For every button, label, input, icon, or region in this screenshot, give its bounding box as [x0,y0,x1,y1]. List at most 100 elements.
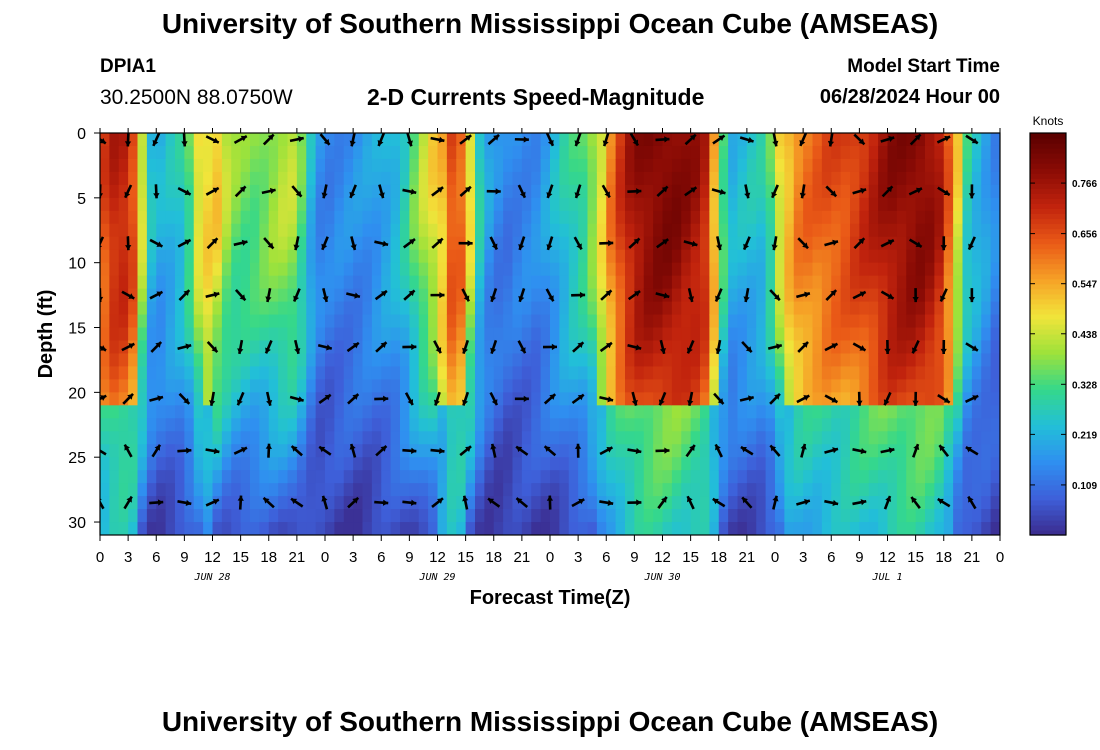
heat-cell [559,483,570,497]
heat-cell [925,145,935,160]
heat-cell [700,210,710,225]
heat-cell [437,184,448,199]
heat-cell [606,314,617,329]
heat-cell [409,210,420,225]
heat-cell [165,418,176,432]
heat-cell [137,522,148,535]
heat-cell [240,522,251,535]
heat-cell [756,457,767,471]
heat-cell [503,197,514,212]
heat-cell [465,457,476,471]
heat-cell [840,133,851,147]
heat-cell [231,522,242,535]
colorbar-segment [1030,323,1066,330]
heat-cell [428,145,439,160]
heat-cell [353,210,364,225]
heat-cell [859,288,870,303]
heat-cell [278,223,289,238]
heat-cell [428,301,439,316]
heat-cell [146,379,157,393]
heat-cell [287,171,298,186]
heat-cell [390,366,401,380]
heat-cell [784,184,795,199]
current-arrow [937,497,951,508]
heat-cell [146,223,157,238]
heat-cell [850,236,860,251]
heat-cell [371,301,382,316]
heat-cell [812,262,823,277]
heat-cell [690,145,701,160]
heat-cell [812,457,823,471]
heat-cell [925,444,935,458]
heat-cell [362,340,373,355]
heat-cell [943,249,954,264]
heat-cell [334,418,345,432]
heat-cell [915,288,926,303]
heat-cell [793,470,804,484]
colorbar-tick-label: 0.766 [1072,179,1097,190]
current-arrow [121,290,135,300]
heat-cell [259,210,270,225]
heat-cell [765,184,776,199]
heat-cell [250,133,260,147]
heat-cell [746,496,757,510]
heat-cell [278,392,289,406]
heat-cell [296,197,307,212]
heat-cell [287,522,298,535]
heat-cell [700,184,710,199]
heat-cell [793,340,804,355]
heat-cell [315,145,326,160]
heat-cell [671,275,682,290]
heat-cell [334,275,345,290]
heat-cell [737,158,748,173]
heat-cell [475,470,485,484]
heat-cell [812,223,823,238]
heat-cell [371,133,382,147]
heat-cell [475,262,485,277]
day-label: JUN 30 [643,572,680,583]
heat-cell [934,496,945,510]
current-arrow [431,186,444,197]
heat-cell [165,197,176,212]
heat-cell [540,327,551,342]
heat-cell [662,509,673,523]
heat-cell [868,314,879,329]
heat-cell [362,509,373,523]
current-arrow [262,496,275,509]
heat-cell [821,301,832,316]
heat-cell [475,405,485,419]
heat-cell [371,288,382,303]
heat-cell [803,366,814,380]
heat-cell [793,223,804,238]
heat-cell [775,353,785,368]
heat-cell [812,145,823,160]
heat-cell [915,483,926,497]
heat-cell [240,483,251,497]
heat-cell [446,223,457,238]
current-arrow [799,184,806,199]
heat-cell [606,340,617,355]
heat-cell [540,184,551,199]
heat-cell [343,366,354,380]
heat-cell [418,158,429,173]
heat-cell [643,236,654,251]
heat-cell [259,145,270,160]
heat-cell [456,405,467,419]
heat-cell [193,288,204,303]
heat-cell [100,158,110,173]
heat-cell [868,197,879,212]
heat-cell [531,275,542,290]
heat-cell [512,444,523,458]
heat-cell [981,275,992,290]
heat-cell [887,184,898,199]
heat-cell [943,262,954,277]
heat-cell [700,457,710,471]
x-tick-label: 12 [879,549,896,566]
heat-cell [268,301,279,316]
heat-cell [606,158,617,173]
colorbar-tick-label: 0.547 [1072,280,1097,291]
heat-cell [259,431,270,445]
heat-cell [493,327,504,342]
heat-cell [896,522,907,535]
heat-cell [784,483,795,497]
